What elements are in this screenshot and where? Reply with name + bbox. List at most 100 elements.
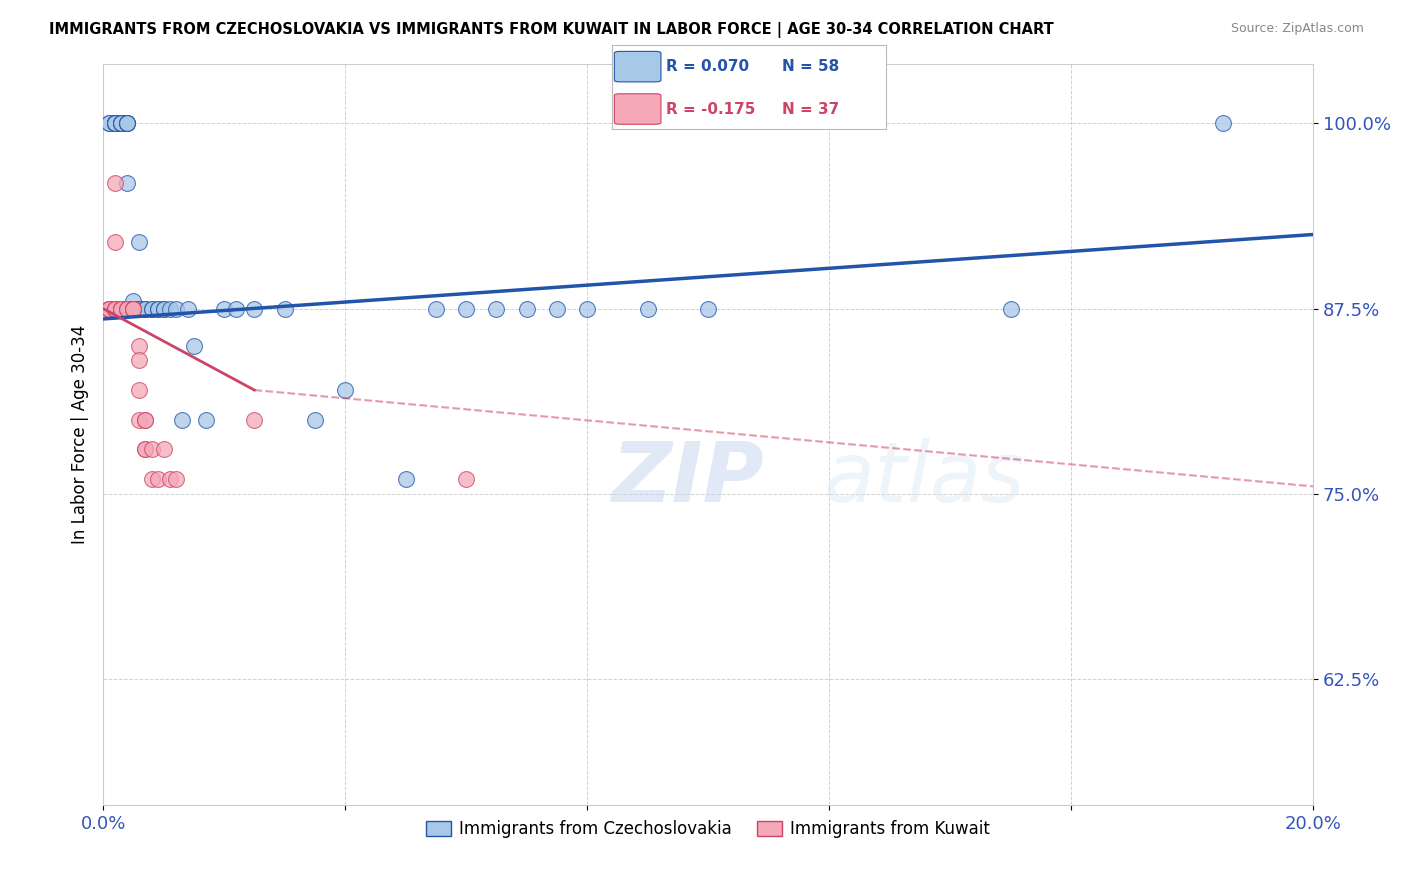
Point	[128, 301, 150, 316]
Point	[146, 301, 169, 316]
Point	[104, 116, 127, 130]
Point	[110, 301, 132, 316]
Point	[117, 116, 139, 130]
Point	[117, 301, 139, 316]
Point	[146, 301, 169, 316]
Legend: Immigrants from Czechoslovakia, Immigrants from Kuwait: Immigrants from Czechoslovakia, Immigran…	[419, 814, 997, 845]
Point	[485, 301, 508, 316]
Point	[170, 413, 193, 427]
Point	[134, 301, 156, 316]
Point	[134, 413, 156, 427]
Point	[104, 116, 127, 130]
Point	[141, 472, 163, 486]
Point	[159, 472, 181, 486]
Point	[110, 116, 132, 130]
Point	[152, 301, 174, 316]
Point	[104, 301, 127, 316]
Point	[141, 301, 163, 316]
Point	[225, 301, 247, 316]
Point	[134, 442, 156, 457]
Point	[128, 383, 150, 397]
Point	[128, 235, 150, 249]
Point	[304, 413, 326, 427]
Point	[165, 301, 187, 316]
Point	[122, 294, 145, 309]
Point	[212, 301, 235, 316]
Point	[122, 301, 145, 316]
Point	[98, 301, 121, 316]
Point	[152, 442, 174, 457]
Point	[159, 301, 181, 316]
Point	[110, 301, 132, 316]
Point	[110, 301, 132, 316]
Point	[122, 301, 145, 316]
Point	[117, 116, 139, 130]
Point	[122, 301, 145, 316]
Text: atlas: atlas	[823, 439, 1025, 519]
Point	[104, 301, 127, 316]
Point	[134, 301, 156, 316]
Y-axis label: In Labor Force | Age 30-34: In Labor Force | Age 30-34	[72, 325, 89, 544]
Point	[1211, 116, 1233, 130]
Point	[98, 301, 121, 316]
Point	[122, 301, 145, 316]
Point	[117, 116, 139, 130]
Point	[110, 301, 132, 316]
Point	[146, 472, 169, 486]
Point	[456, 472, 478, 486]
Text: R = -0.175: R = -0.175	[666, 102, 756, 117]
Point	[104, 116, 127, 130]
Point	[546, 301, 568, 316]
Text: ZIP: ZIP	[612, 439, 763, 519]
Point	[195, 413, 218, 427]
Point	[122, 301, 145, 316]
Point	[122, 301, 145, 316]
FancyBboxPatch shape	[614, 94, 661, 124]
Point	[576, 301, 599, 316]
Point	[395, 472, 418, 486]
Point	[104, 176, 127, 190]
Point	[117, 301, 139, 316]
Point	[98, 116, 121, 130]
Point	[273, 301, 295, 316]
FancyBboxPatch shape	[614, 52, 661, 82]
Point	[697, 301, 720, 316]
Point	[122, 301, 145, 316]
Point	[134, 413, 156, 427]
Point	[104, 235, 127, 249]
Point	[134, 442, 156, 457]
Point	[456, 301, 478, 316]
Point	[117, 116, 139, 130]
Point	[122, 301, 145, 316]
Point	[177, 301, 200, 316]
Point	[333, 383, 356, 397]
Point	[110, 116, 132, 130]
Point	[183, 338, 205, 352]
Point	[128, 338, 150, 352]
Point	[425, 301, 447, 316]
Point	[104, 116, 127, 130]
Point	[117, 301, 139, 316]
Text: N = 37: N = 37	[782, 102, 839, 117]
Point	[98, 116, 121, 130]
Point	[128, 301, 150, 316]
Text: N = 58: N = 58	[782, 59, 839, 74]
Point	[516, 301, 538, 316]
Point	[98, 301, 121, 316]
Point	[134, 301, 156, 316]
Point	[141, 301, 163, 316]
Point	[243, 413, 266, 427]
Point	[122, 301, 145, 316]
Point	[104, 301, 127, 316]
Text: IMMIGRANTS FROM CZECHOSLOVAKIA VS IMMIGRANTS FROM KUWAIT IN LABOR FORCE | AGE 30: IMMIGRANTS FROM CZECHOSLOVAKIA VS IMMIGR…	[49, 22, 1054, 38]
Text: Source: ZipAtlas.com: Source: ZipAtlas.com	[1230, 22, 1364, 36]
Point	[141, 442, 163, 457]
Point	[165, 472, 187, 486]
Point	[110, 116, 132, 130]
Text: R = 0.070: R = 0.070	[666, 59, 749, 74]
Point	[128, 353, 150, 368]
Point	[1000, 301, 1022, 316]
Point	[128, 413, 150, 427]
Point	[128, 301, 150, 316]
Point	[243, 301, 266, 316]
